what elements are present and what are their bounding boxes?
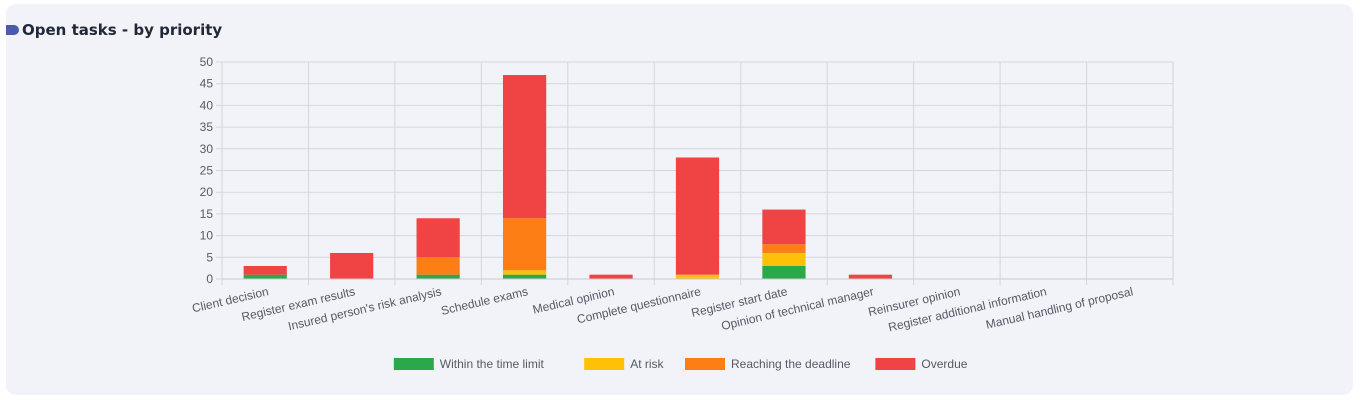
y-tick-label: 15: [200, 207, 214, 221]
x-tick-label: Schedule exams: [440, 284, 530, 318]
legend-swatch[interactable]: [393, 358, 434, 370]
bar-segment[interactable]: [762, 265, 806, 279]
bar-segment[interactable]: [848, 274, 893, 279]
bar-segment[interactable]: [502, 270, 547, 275]
legend-label[interactable]: Overdue: [921, 357, 967, 371]
bar-segment[interactable]: [243, 265, 287, 275]
legend-swatch[interactable]: [685, 358, 725, 370]
y-tick-label: 50: [200, 55, 214, 69]
bar-segment[interactable]: [675, 274, 720, 279]
panel-title: Open tasks - by priority: [22, 21, 223, 39]
panel-header: Open tasks - by priority: [6, 21, 222, 39]
y-tick-label: 30: [200, 142, 214, 156]
bar-segment[interactable]: [243, 274, 287, 279]
y-tick-label: 25: [200, 164, 214, 178]
legend-swatch[interactable]: [875, 358, 916, 370]
y-tick-label: 20: [200, 185, 214, 199]
y-tick-label: 35: [200, 120, 214, 134]
legend-swatch[interactable]: [584, 358, 625, 370]
y-tick-label: 10: [200, 229, 214, 243]
bar-segment[interactable]: [762, 244, 806, 253]
legend-label[interactable]: At risk: [630, 357, 664, 371]
x-tick-label: Opinion of technical manager: [720, 284, 875, 333]
bar-segment[interactable]: [416, 257, 460, 275]
y-tick-label: 0: [206, 272, 213, 286]
y-tick-label: 5: [206, 250, 213, 264]
y-tick-label: 40: [200, 98, 214, 112]
bar-segment[interactable]: [502, 218, 547, 271]
bar-segment[interactable]: [675, 157, 720, 275]
bar-segment[interactable]: [762, 252, 806, 266]
x-tick-label: Insured person's risk analysis: [287, 284, 443, 333]
legend-label[interactable]: Reaching the deadline: [731, 357, 851, 371]
legend-label[interactable]: Within the time limit: [440, 357, 545, 371]
bar-segment[interactable]: [502, 75, 547, 219]
bar-segment[interactable]: [330, 252, 374, 279]
title-marker-icon: [6, 25, 19, 35]
bar-segment[interactable]: [762, 209, 806, 245]
y-tick-label: 45: [200, 77, 214, 91]
x-tick-label: Manual handling of proposal: [984, 284, 1134, 332]
bar-segment[interactable]: [416, 218, 460, 258]
bar-segment[interactable]: [502, 274, 547, 279]
bar-segment[interactable]: [416, 274, 460, 279]
bar-segment[interactable]: [589, 274, 633, 279]
